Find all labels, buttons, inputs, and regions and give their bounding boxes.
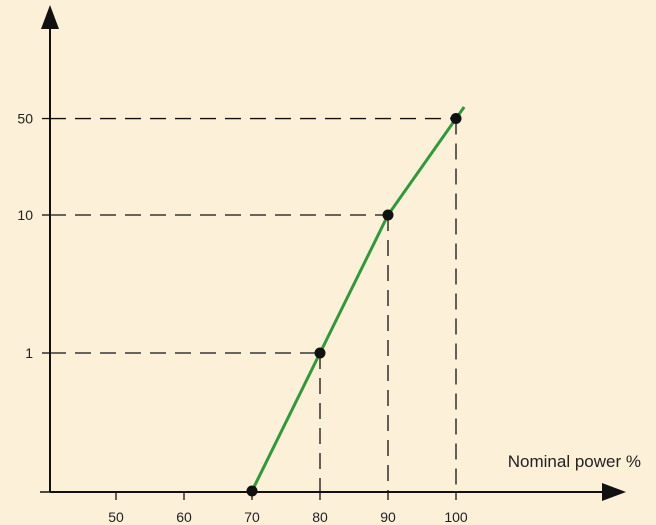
x-axis-arrow — [602, 483, 626, 501]
series-line — [250, 106, 466, 492]
y-tick-label: 50 — [17, 111, 33, 127]
data-point — [314, 347, 326, 359]
reference-lines — [50, 117, 457, 492]
y-tick-label: 10 — [17, 207, 33, 223]
x-axis-label: Nominal power % — [508, 452, 641, 471]
x-tick-label: 80 — [312, 509, 328, 525]
axes — [40, 5, 626, 501]
data-point — [382, 209, 394, 221]
series — [246, 106, 466, 497]
x-tick-label: 90 — [380, 509, 396, 525]
y-axis-arrow — [41, 5, 59, 29]
data-point — [450, 113, 462, 125]
x-tick-label: 60 — [176, 509, 192, 525]
x-tick-label: 70 — [244, 509, 260, 525]
x-tick-label: 50 — [108, 509, 124, 525]
y-tick-label: 1 — [25, 345, 33, 361]
data-point — [246, 485, 258, 497]
x-tick-label: 100 — [444, 509, 468, 525]
